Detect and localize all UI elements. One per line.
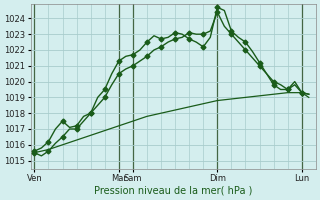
X-axis label: Pression niveau de la mer( hPa ): Pression niveau de la mer( hPa ) — [94, 186, 252, 196]
